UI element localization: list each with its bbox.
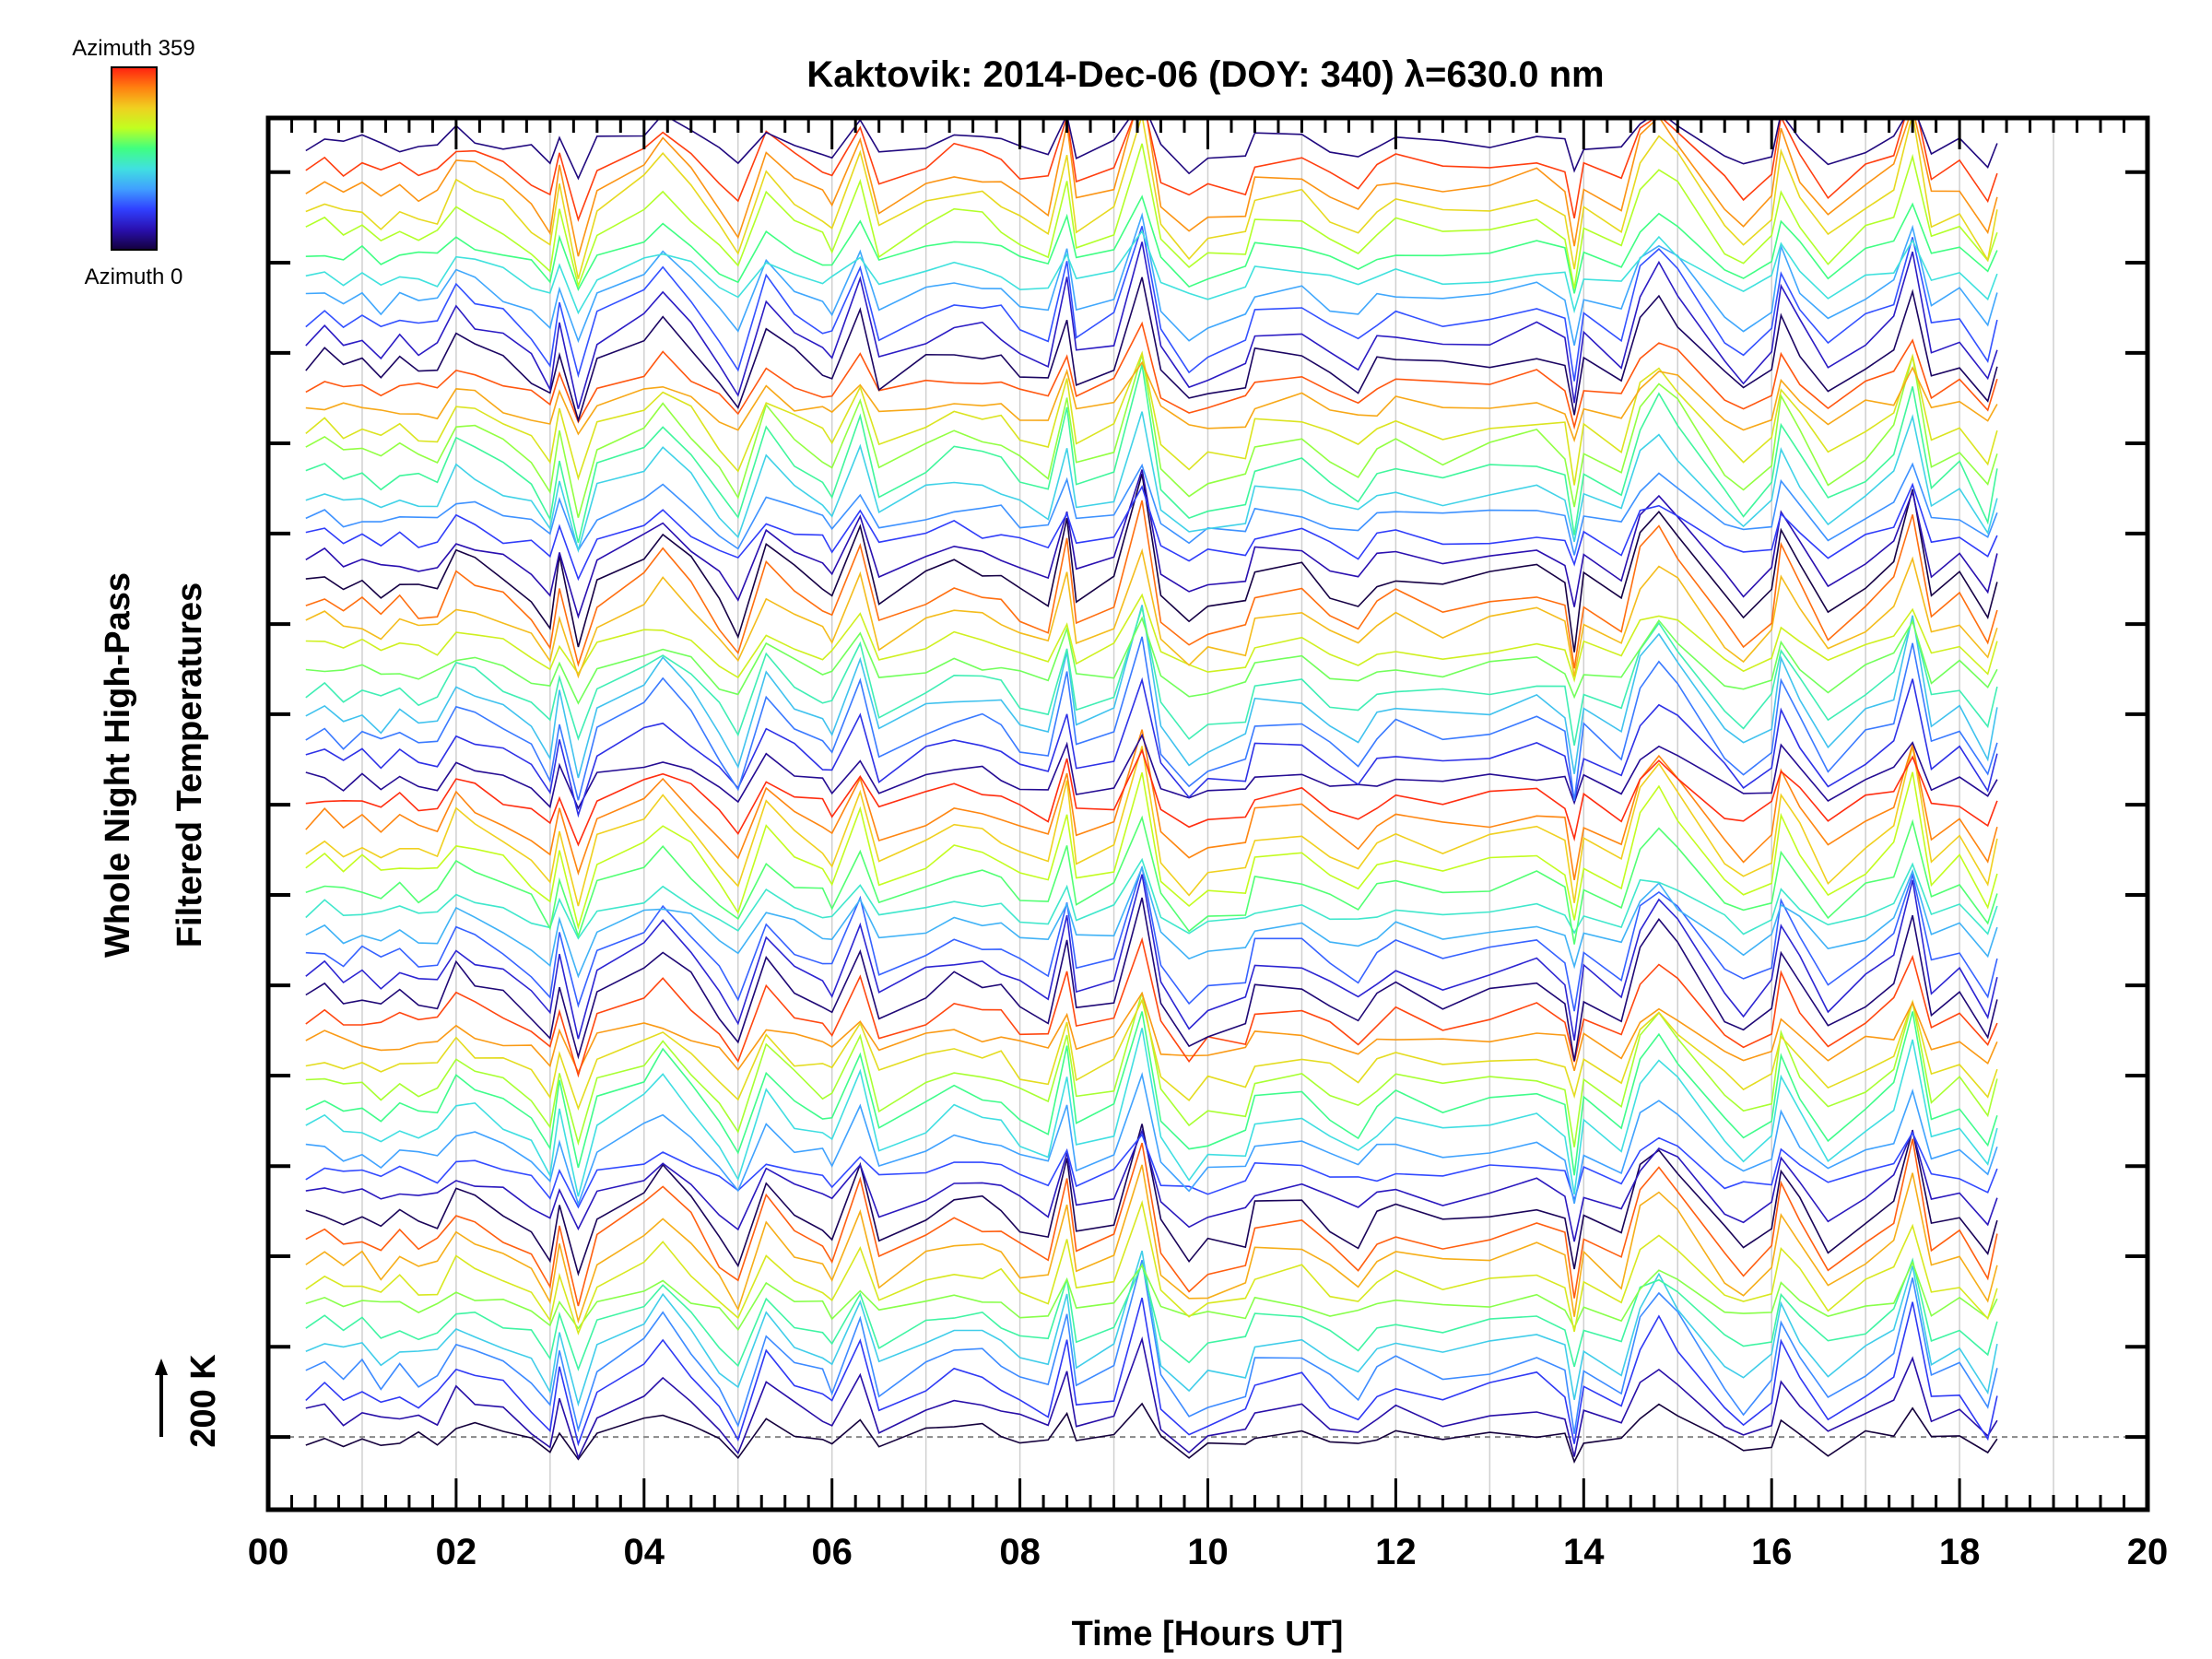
trace-line <box>305 1250 1998 1407</box>
x-tick-label: 14 <box>1563 1532 1605 1572</box>
traces <box>305 120 1998 1464</box>
trace-line <box>305 229 1998 315</box>
x-tick-label: 04 <box>624 1532 665 1572</box>
trace-line <box>305 120 1998 279</box>
trace-line <box>305 636 1998 802</box>
plot-frame <box>265 115 2150 1512</box>
trace-line <box>305 748 1998 847</box>
trace-line <box>305 469 1998 619</box>
trace-line <box>305 364 1998 543</box>
scale-bar-arrowhead-icon <box>155 1359 168 1375</box>
trace-line <box>305 226 1998 382</box>
trace-line <box>305 350 1998 486</box>
axis-ticks <box>266 118 2149 1510</box>
trace-line <box>305 1164 1998 1324</box>
colorbar-top-label: Azimuth 359 <box>72 36 194 61</box>
trace-line <box>305 866 1998 1012</box>
x-tick-labels: 00 02 04 06 08 10 12 14 16 18 20 <box>248 1532 2169 1572</box>
scale-bar-label: 200 K <box>184 1354 223 1448</box>
x-axis-label: Time [Hours UT] <box>1072 1615 1344 1653</box>
colorbar-bottom-label: Azimuth 0 <box>85 265 183 289</box>
trace-line <box>305 411 1998 554</box>
trace-line <box>305 143 1998 289</box>
trace-line <box>305 1297 1998 1447</box>
trace-line <box>305 1011 1998 1176</box>
chart-title: Kaktovik: 2014-Dec-06 (DOY: 340) λ=630.0… <box>806 54 1604 95</box>
x-tick-label: 02 <box>436 1532 477 1572</box>
trace-line <box>305 1072 1998 1206</box>
trace-line <box>305 1259 1998 1434</box>
trace-line <box>305 606 1998 747</box>
trace-line <box>305 991 1998 1075</box>
x-tick-label: 08 <box>999 1532 1041 1572</box>
trace-line <box>305 997 1998 1111</box>
trace-line <box>305 746 1998 907</box>
trace-line <box>305 120 1998 222</box>
trace-line <box>305 462 1998 556</box>
trace-line <box>305 354 1998 518</box>
x-tick-label: 10 <box>1187 1532 1229 1572</box>
trace-line <box>305 874 1998 1041</box>
trace-line <box>305 733 1998 810</box>
trace-line <box>305 120 1998 257</box>
trace-line <box>305 605 1998 779</box>
trace-line <box>305 1335 1998 1460</box>
trace-line <box>305 1028 1998 1197</box>
trace-line <box>305 1128 1998 1242</box>
y-axis-label-line1: Whole Night High-Pass <box>99 572 137 958</box>
trace-line <box>305 1124 1998 1277</box>
trace-line <box>305 992 1998 1147</box>
trace-line <box>305 194 1998 294</box>
trace-line <box>305 1138 1998 1307</box>
trace-line <box>305 1199 1998 1335</box>
trace-line <box>305 1260 1998 1332</box>
x-tick-label: 12 <box>1375 1532 1417 1572</box>
trace-line <box>305 729 1998 881</box>
trace-line <box>305 120 1998 181</box>
trace-line <box>305 815 1998 945</box>
trace-line <box>305 1402 1998 1464</box>
colorbar <box>111 66 158 251</box>
trace-line <box>305 1257 1998 1371</box>
trace-line <box>305 936 1998 1078</box>
trace-line <box>305 547 1998 679</box>
trace-line <box>305 677 1998 818</box>
trace-line <box>305 241 1998 409</box>
x-tick-label: 18 <box>1939 1532 1981 1572</box>
x-tick-label: 06 <box>811 1532 853 1572</box>
x-tick-label: 16 <box>1751 1532 1793 1572</box>
trace-line <box>305 857 1998 940</box>
trace-line <box>305 865 1998 979</box>
x-tick-label: 20 <box>2127 1532 2169 1572</box>
trace-line <box>305 593 1998 683</box>
trace-line <box>305 500 1998 669</box>
trace-line <box>305 276 1998 423</box>
trace-line <box>305 473 1998 653</box>
trace-line <box>305 212 1998 347</box>
trace-line <box>305 321 1998 430</box>
trace-line <box>305 360 1998 443</box>
trace-line <box>305 897 1998 1062</box>
trace-line <box>305 482 1998 582</box>
y-axis-label-line2: Filtered Temperatures <box>171 582 209 947</box>
x-tick-label: 00 <box>248 1532 289 1572</box>
trace-line <box>305 771 1998 930</box>
trace-line <box>305 1131 1998 1209</box>
trace-line <box>305 616 1998 705</box>
